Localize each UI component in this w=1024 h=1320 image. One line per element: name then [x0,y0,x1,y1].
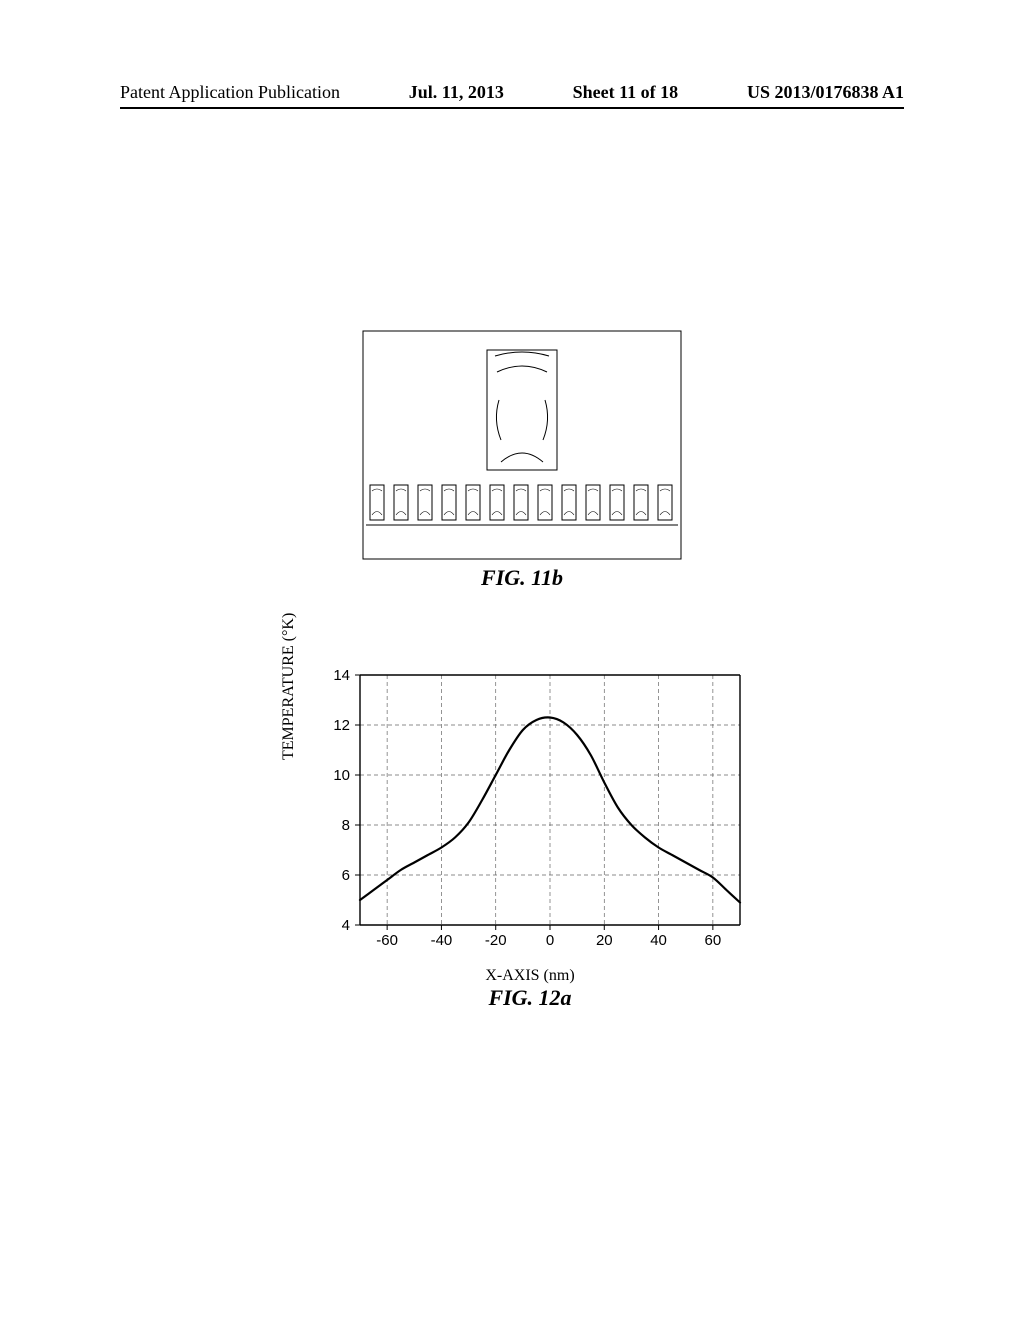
svg-text:14: 14 [333,670,350,684]
svg-text:4: 4 [342,917,350,934]
page: Patent Application Publication Jul. 11, … [0,0,1024,1320]
svg-text:6: 6 [342,867,350,884]
chart-ylabel: TEMPERATURE (°K) [280,613,298,760]
svg-text:8: 8 [342,817,350,834]
svg-text:0: 0 [546,932,554,949]
fig11b-diagram [362,330,682,560]
fig-12a: TEMPERATURE (°K) -60-40-2002040604681012… [300,670,760,1011]
fig12a-chart: -60 -40 -20 0 20 40 60 4 6 8 10 12 14 [300,670,750,960]
svg-text:12: 12 [333,717,350,734]
chart-xlabel: X-AXIS (nm) [300,967,760,985]
svg-text:-40: -40 [431,932,453,949]
fig12a-caption: FIG. 12a [300,985,760,1011]
svg-text:10: 10 [333,767,350,784]
svg-text:60: 60 [705,932,722,949]
header-right: US 2013/0176838 A1 [747,82,904,103]
header-left: Patent Application Publication [120,82,340,103]
svg-text:-60: -60 [376,932,398,949]
page-header: Patent Application Publication Jul. 11, … [120,82,904,109]
header-date: Jul. 11, 2013 [409,82,504,103]
header-sheet: Sheet 11 of 18 [573,82,679,103]
svg-text:40: 40 [650,932,667,949]
svg-text:-20: -20 [485,932,507,949]
svg-text:20: 20 [596,932,613,949]
fig-11b: FIG. 11b [362,330,682,591]
fig11b-caption: FIG. 11b [362,565,682,591]
